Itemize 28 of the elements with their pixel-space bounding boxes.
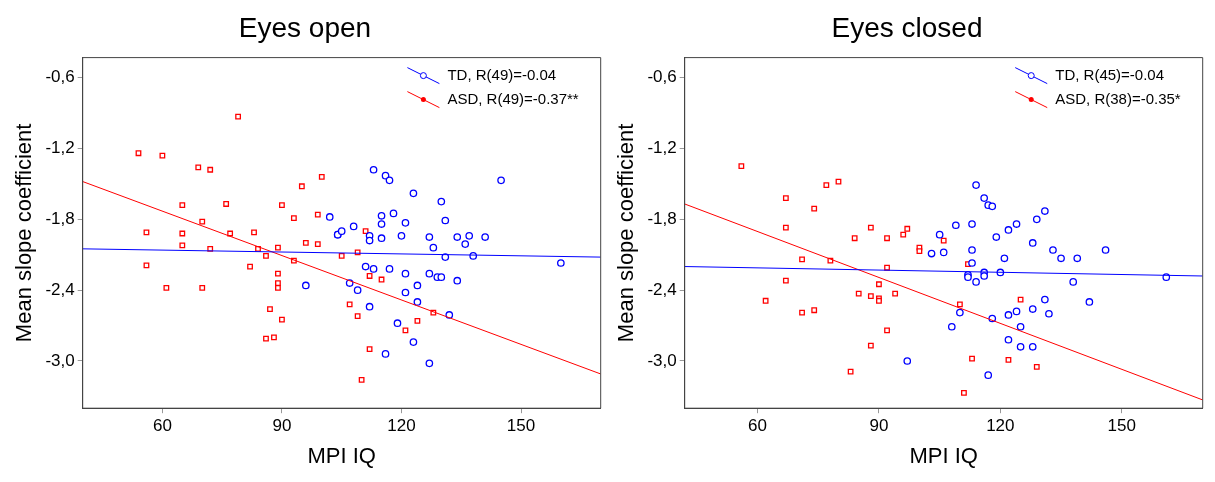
- legend-label: ASD, R(49)=-0.37**: [447, 89, 579, 107]
- x-tick-label: 120: [986, 416, 1015, 436]
- y-tick-label: -3,0: [45, 350, 75, 370]
- y-axis-title: Mean slope coefficient: [11, 123, 37, 343]
- x-tick-label: 90: [272, 416, 292, 436]
- y-tick-label: -0,6: [647, 67, 677, 87]
- x-tick-label: 90: [869, 416, 889, 436]
- y-axis-title: Mean slope coefficient: [613, 123, 639, 343]
- legend-label: ASD, R(38)=-0.35*: [1055, 89, 1181, 107]
- x-tick-label: 120: [387, 416, 416, 436]
- y-tick-label: -2,4: [647, 279, 677, 299]
- x-tick-label: 60: [152, 416, 172, 436]
- x-tick-label: 60: [748, 416, 767, 436]
- x-axis-title: MPI IQ: [307, 442, 376, 468]
- y-tick-label: -1,8: [647, 209, 677, 229]
- x-tick-label: 150: [1107, 416, 1136, 436]
- chart-title: Eyes closed: [831, 11, 983, 43]
- y-tick-label: -1,8: [45, 209, 75, 229]
- y-tick-label: -2,4: [45, 279, 75, 299]
- y-tick-label: -1,2: [647, 138, 677, 158]
- chart-title: Eyes open: [238, 11, 372, 43]
- x-tick-label: 150: [506, 416, 536, 436]
- legend-label: TD, R(45)=-0.04: [1055, 65, 1165, 83]
- y-tick-label: -1,2: [45, 138, 75, 158]
- x-axis-title: MPI IQ: [909, 442, 978, 468]
- y-tick-label: -3,0: [647, 350, 677, 370]
- y-tick-label: -0,6: [45, 67, 75, 87]
- legend-label: TD, R(49)=-0.04: [447, 65, 557, 83]
